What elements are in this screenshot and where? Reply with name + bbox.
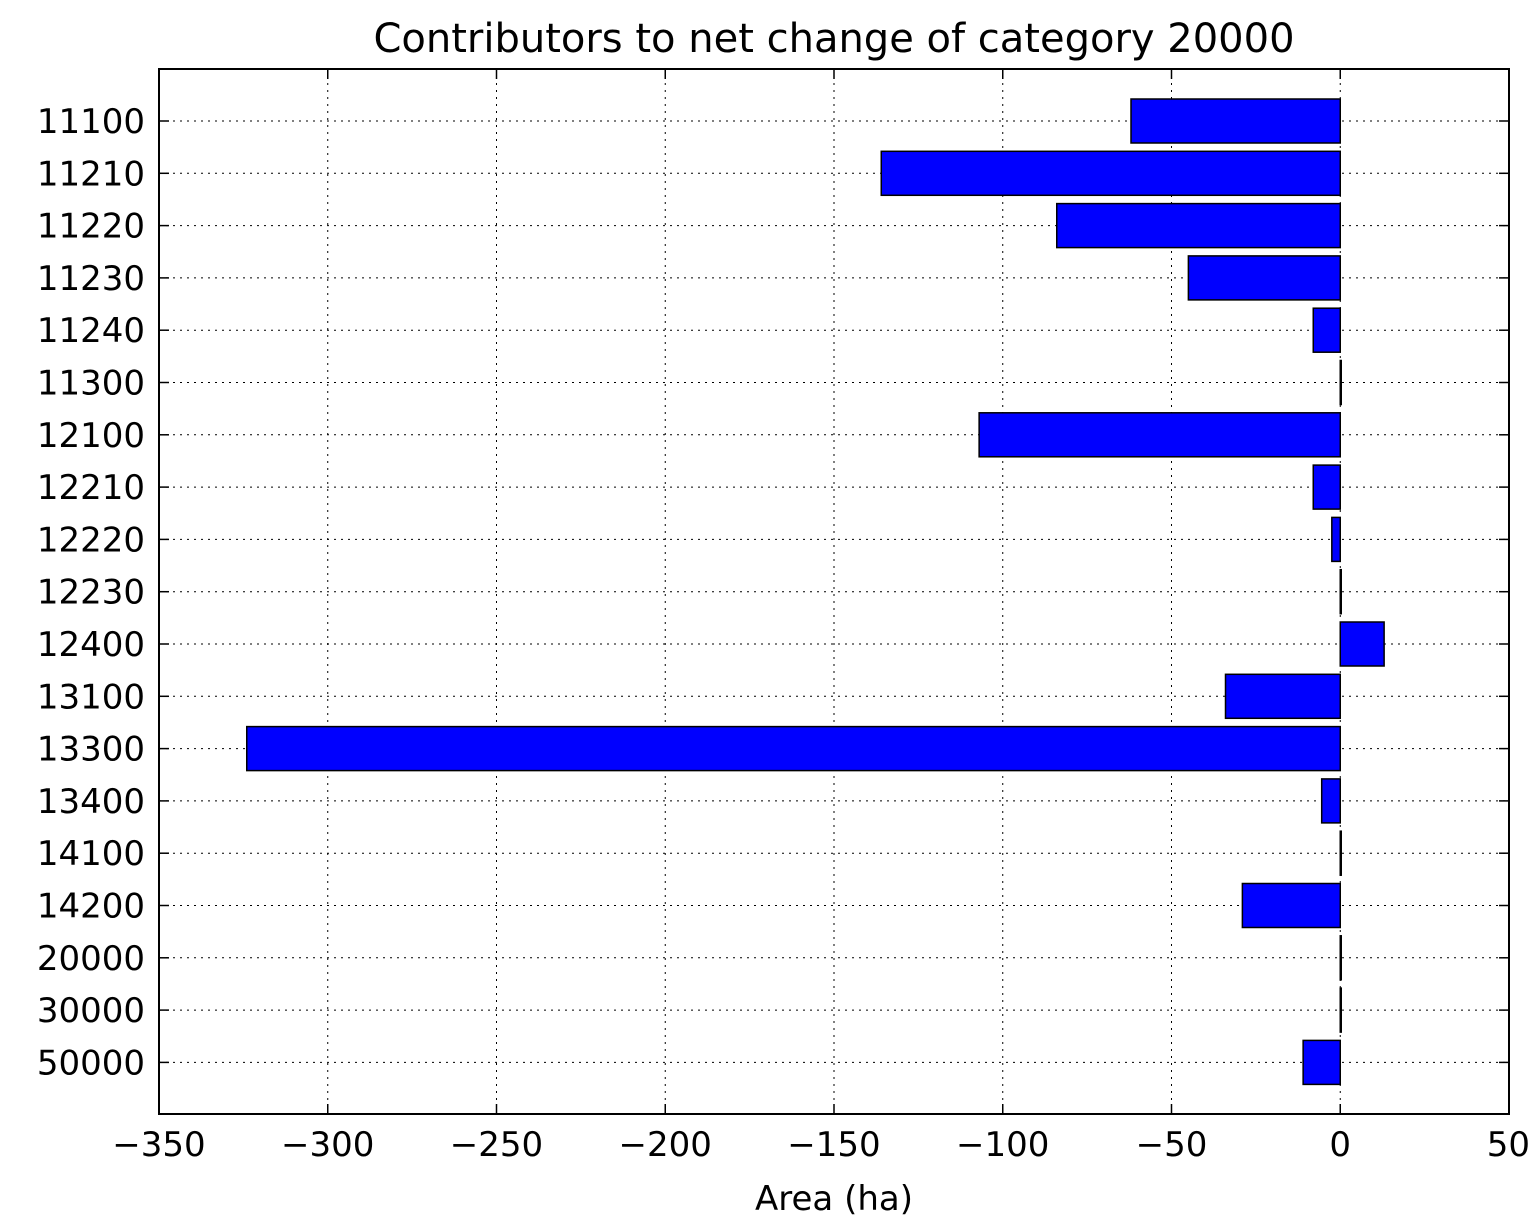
- axis-ticks: [158, 69, 1510, 1114]
- y-tick-label: 11230: [37, 259, 145, 299]
- bar-11230: [1187, 255, 1341, 301]
- y-tick-label: 13300: [37, 730, 145, 770]
- bar-12100: [978, 412, 1341, 458]
- bar-20000: [1339, 935, 1342, 981]
- y-tick-label: 12230: [37, 573, 145, 613]
- bar-12210: [1312, 464, 1341, 510]
- x-tick-label: −200: [619, 1125, 712, 1165]
- bar-14200: [1241, 882, 1341, 929]
- y-tick-label: 14100: [37, 834, 145, 874]
- y-tick-label: 11210: [37, 154, 145, 194]
- x-tick-label: −250: [450, 1125, 543, 1165]
- bar-12220: [1331, 516, 1341, 563]
- bar-11300: [1339, 359, 1342, 406]
- bar-13400: [1320, 778, 1341, 824]
- x-axis-tick-labels: −350 −300 −250 −200 −150 −100 −50 0 50: [112, 1125, 1530, 1165]
- x-tick-label: −150: [787, 1125, 880, 1165]
- bar-12230: [1339, 568, 1342, 615]
- bars: [246, 98, 1385, 1086]
- bar-11210: [880, 150, 1341, 197]
- y-axis-tick-labels: 11100 11210 11220 11230 11240 11300 12100 12210…: [37, 102, 145, 1083]
- x-tick-label: −100: [956, 1125, 1049, 1165]
- y-tick-label: 12100: [37, 416, 145, 456]
- x-tick-label: −300: [281, 1125, 374, 1165]
- y-tick-label: 11220: [37, 207, 145, 247]
- bar-11220: [1056, 202, 1341, 249]
- bar-11100: [1130, 98, 1341, 144]
- bar-12400: [1339, 621, 1385, 667]
- x-tick-label: −350: [112, 1125, 205, 1165]
- x-tick-label: 50: [1487, 1125, 1530, 1165]
- bar-11240: [1312, 307, 1341, 353]
- y-tick-label: 11240: [37, 311, 145, 351]
- x-axis-label: Area (ha): [755, 1179, 913, 1215]
- bar-13100: [1224, 673, 1341, 720]
- y-tick-label: 13100: [37, 677, 145, 717]
- y-tick-label: 13400: [37, 782, 145, 822]
- y-tick-label: 11300: [37, 364, 145, 404]
- y-tick-label: 50000: [37, 1043, 145, 1083]
- x-tick-label: −50: [1136, 1125, 1208, 1165]
- bar-14100: [1339, 830, 1342, 876]
- y-tick-label: 12210: [37, 468, 145, 508]
- chart-title: Contributors to net change of category 2…: [373, 16, 1294, 62]
- y-tick-label: 30000: [37, 991, 145, 1031]
- y-tick-label: 12220: [37, 520, 145, 560]
- y-tick-label: 20000: [37, 939, 145, 979]
- y-tick-label: 11100: [37, 102, 145, 142]
- y-tick-label: 14200: [37, 887, 145, 927]
- bar-30000: [1339, 987, 1342, 1033]
- x-tick-label: 0: [1329, 1125, 1351, 1165]
- bar-13300: [246, 725, 1341, 772]
- bar-50000: [1302, 1039, 1341, 1086]
- y-tick-label: 12400: [37, 625, 145, 665]
